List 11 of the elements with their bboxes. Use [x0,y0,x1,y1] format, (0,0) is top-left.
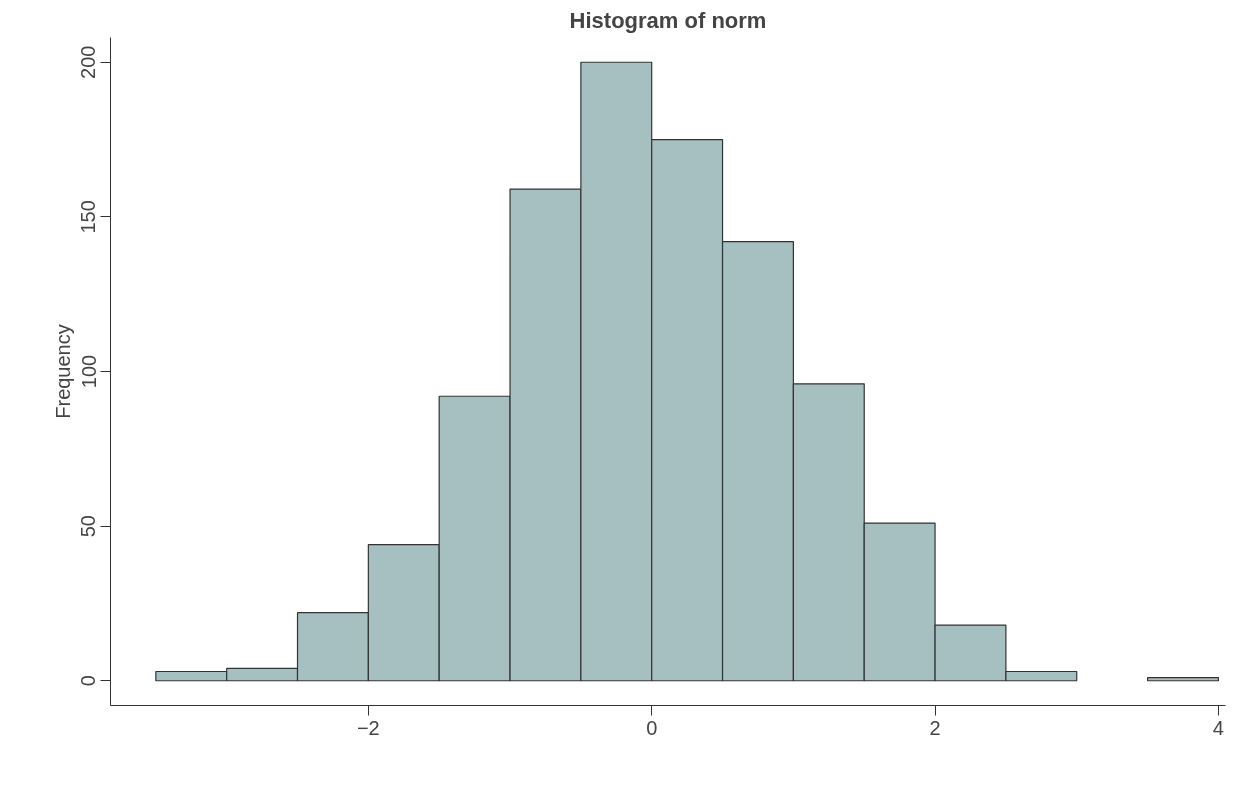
y-axis-title: Frequency [51,324,74,419]
y-tick-label: 50 [77,515,100,538]
x-tick-label: 4 [1212,716,1224,739]
x-tick-label: 0 [646,716,658,739]
x-tick-label: 2 [929,716,941,739]
x-tick-label: −2 [356,716,380,739]
y-tick-label: 100 [77,354,100,389]
y-tick-label: 200 [77,45,100,79]
y-tick-label: 150 [77,200,100,234]
chart-title: Histogram of norm [569,7,767,33]
y-tick-label: 0 [77,675,100,687]
